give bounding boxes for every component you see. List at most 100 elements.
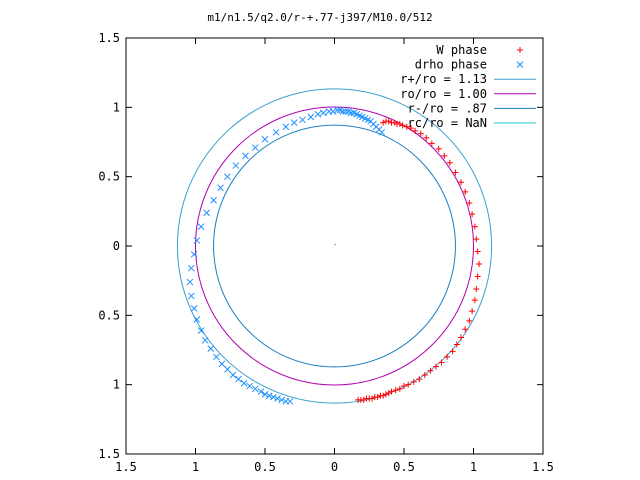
point-series-1 [240,379,248,387]
point-series-0 [427,367,434,374]
point-series-0 [471,223,478,230]
y-tick-label: 0.5 [98,170,120,184]
point-series-0 [399,122,406,129]
point-series-1 [350,109,358,117]
point-series-1 [190,250,198,258]
point-series-0 [391,119,398,126]
point-series-1 [197,327,205,334]
point-series-1 [261,135,269,143]
point-series-0 [396,385,403,392]
legend-label: ro/ro = 1.00 [400,87,487,101]
point-series-0 [441,152,448,159]
y-tick-label: 1.5 [98,447,120,461]
x-tick-label: 1.5 [532,460,554,474]
chart-title: m1/n1.5/q2.0/r-+.77-j397/M10.0/512 [207,11,432,24]
legend-label: r+/ro = 1.13 [400,72,487,86]
point-series-1 [333,106,341,114]
circle-series-2 [176,88,493,404]
point-series-1 [257,388,265,395]
point-series-1 [229,371,237,379]
point-series-0 [457,179,464,186]
x-tick-label: 1 [192,460,199,474]
point-series-1 [210,196,217,204]
point-series-1 [274,395,281,402]
legend-label: r-/ro = .87 [408,101,487,115]
point-series-0 [388,388,395,395]
point-series-1 [235,375,242,383]
point-series-1 [187,264,195,272]
point-series-1 [224,366,231,373]
point-series-1 [224,173,231,181]
point-series-0 [473,285,480,292]
point-series-0 [471,297,478,304]
point-series-0 [428,140,435,147]
point-series-0 [403,123,410,130]
point-series-0 [438,359,445,366]
point-series-0 [452,169,459,176]
legend-marker [516,61,524,68]
point-series-0 [405,381,412,388]
point-series-0 [474,273,481,280]
x-tick-label: 1.5 [115,460,137,474]
origin-dot [334,243,336,246]
point-series-1 [193,316,201,323]
point-series-1 [193,237,201,244]
point-series-0 [469,308,476,315]
point-series-1 [290,119,298,126]
point-series-0 [392,387,399,394]
point-series-0 [469,211,476,218]
point-series-0 [421,371,428,378]
y-tick-label: 1.5 [98,31,120,45]
point-series-1 [261,391,269,398]
point-series-0 [396,120,403,127]
circle-series-4 [213,124,456,368]
point-series-1 [187,292,195,300]
point-series-0 [382,391,389,398]
point-series-1 [345,108,352,115]
point-series-1 [217,184,224,192]
point-series-0 [385,389,392,396]
point-series-0 [410,378,417,385]
point-series-0 [462,326,469,333]
point-series-1 [207,345,215,352]
point-series-0 [444,353,451,360]
point-series-0 [474,248,481,255]
reference-circles [176,88,493,404]
point-series-1 [336,106,344,114]
point-series-0 [371,394,378,401]
point-series-1 [342,108,349,115]
point-series-1 [203,209,210,217]
point-series-1 [251,144,259,151]
point-series-0 [385,118,392,125]
point-series-0 [423,134,430,141]
point-series-0 [377,392,384,399]
point-series-1 [242,152,249,160]
point-series-1 [251,385,259,393]
point-series-0 [462,188,469,195]
axis-ticks: 1.5 1 0.5 0 0.5 1 1.51.510.500.511.5 [98,31,554,474]
point-series-1 [190,305,198,312]
point-series-0 [435,145,442,152]
point-series-1 [186,278,194,286]
point-series-0 [416,376,423,383]
x-tick-label: 0.5 [393,460,415,474]
point-series-0 [449,348,456,355]
x-tick-label: 0.5 [254,460,276,474]
y-tick-label: 0.5 [98,308,120,322]
y-tick-label: 0 [113,239,120,253]
point-series-0 [466,200,473,207]
point-series-1 [246,382,254,390]
point-series-0 [417,130,424,137]
point-series-1 [272,128,280,136]
point-series-1 [320,109,327,117]
point-series-0 [380,119,387,126]
point-series-0 [355,396,362,403]
point-series-1 [232,162,240,169]
point-series-1 [265,392,273,400]
point-series-1 [201,336,209,344]
point-series-0 [476,261,483,268]
circle-series-3 [195,106,474,386]
point-series-0 [363,395,370,402]
